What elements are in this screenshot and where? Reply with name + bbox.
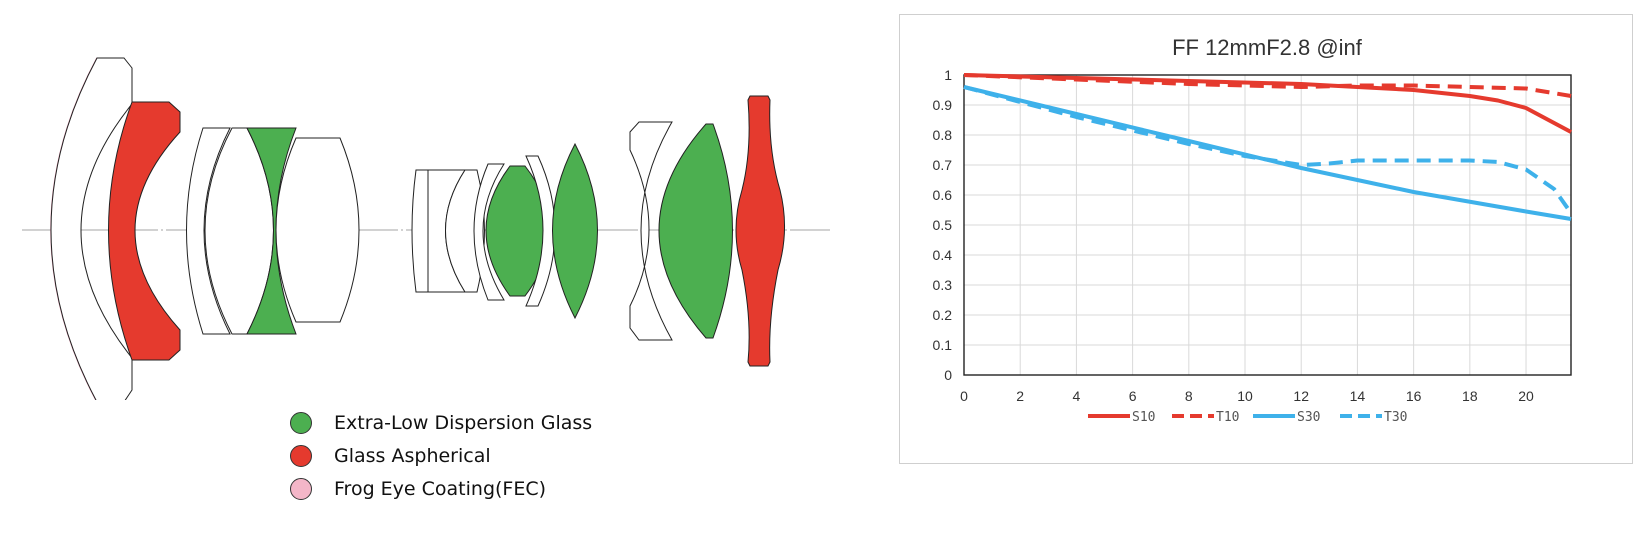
x-tick-label: 6 (1129, 388, 1137, 404)
legend-label-t10: T10 (1216, 410, 1239, 425)
x-tick-label: 20 (1518, 388, 1534, 404)
lens-element-6 (275, 137, 360, 323)
y-tick-label: 0.8 (933, 127, 953, 143)
y-tick-label: 0.4 (933, 247, 953, 263)
legend-label-aspherical: Glass Aspherical (334, 445, 491, 467)
lens-element-10 (473, 163, 505, 301)
legend-label-s10: S10 (1132, 410, 1155, 425)
lens-element-14 (629, 121, 673, 341)
mtf-chart-panel: FF 12mmF2.8 @inf 0 0.1 0.2 0.3 0.4 0.5 0.6 0.7 0… (899, 14, 1633, 464)
ed-element-15 (658, 123, 733, 339)
y-tick-label: 0 (944, 367, 952, 383)
y-tick-label: 0.9 (933, 97, 953, 113)
x-tick-label: 0 (960, 388, 968, 404)
y-tick-label: 1 (944, 67, 952, 83)
fec-swatch (290, 478, 312, 500)
x-tick-label: 4 (1073, 388, 1081, 404)
chart-title: FF 12mmF2.8 @inf (1172, 35, 1363, 60)
x-tick-label: 8 (1185, 388, 1193, 404)
ed-glass-swatch (290, 412, 312, 434)
y-tick-label: 0.3 (933, 277, 953, 293)
x-tick-label: 18 (1462, 388, 1478, 404)
y-tick-label: 0.7 (933, 157, 953, 173)
y-tick-label: 0.6 (933, 187, 953, 203)
chart-series (963, 73, 1573, 221)
series-line-t30 (963, 85, 1573, 215)
chart-axes: 00.10.20.30.40.50.60.70.80.910 2 4 6 8 10 12 14… (933, 67, 1572, 404)
x-tick-label: 12 (1293, 388, 1309, 404)
legend-label-t30: T30 (1384, 410, 1407, 425)
series-line-s10 (963, 73, 1572, 134)
plot-border (963, 74, 1572, 376)
ed-element-13 (552, 142, 598, 320)
aspherical-element-2 (108, 101, 181, 361)
y-tick-label: 0.1 (933, 337, 953, 353)
chart-legend: S10 T10 S30 T30 (1088, 410, 1407, 425)
lens-construction-diagram (22, 57, 832, 400)
x-tick-label: 2 (1016, 388, 1024, 404)
ed-element-5 (246, 127, 297, 335)
y-tick-label: 0.5 (933, 217, 953, 233)
chart-grid (963, 74, 1571, 376)
lens-element-3 (186, 127, 231, 335)
legend-label-ed-glass: Extra-Low Dispersion Glass (334, 412, 593, 434)
y-tick-label: 0.2 (933, 307, 953, 323)
legend-label-fec: Frog Eye Coating(FEC) (334, 478, 547, 500)
mtf-chart: FF 12mmF2.8 @inf 0 0.1 0.2 0.3 0.4 0.5 0.6 0.7 0… (933, 35, 1573, 425)
series-line-s30 (963, 85, 1572, 221)
legend-label-s30: S30 (1297, 410, 1320, 425)
x-tick-label: 14 (1350, 388, 1366, 404)
lens-element-7 (411, 169, 429, 293)
aspherical-element-16 (735, 95, 785, 367)
lens-element-12 (525, 155, 556, 307)
lens-element-1 (50, 57, 133, 400)
aspherical-swatch (290, 445, 312, 467)
series-line-t10 (963, 73, 1572, 98)
x-tick-label: 10 (1237, 388, 1253, 404)
x-tick-label: 16 (1406, 388, 1422, 404)
